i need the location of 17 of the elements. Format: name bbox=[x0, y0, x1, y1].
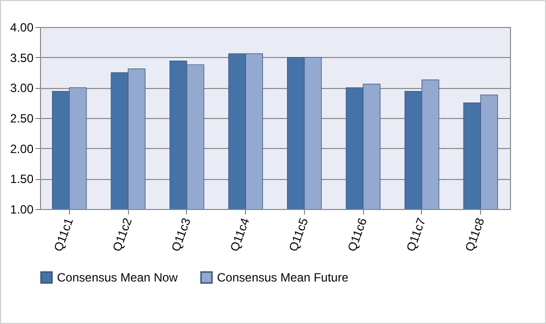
x-tick-label: Q11c8 bbox=[462, 216, 488, 254]
y-tick-label: 1.50 bbox=[10, 172, 34, 186]
x-tick-label: Q11c1 bbox=[51, 216, 76, 254]
legend-label: Consensus Mean Future bbox=[217, 270, 349, 285]
y-tick-label: 3.00 bbox=[10, 81, 34, 96]
x-tick-label: Q11c6 bbox=[344, 216, 370, 254]
legend-label: Consensus Mean Now bbox=[57, 270, 178, 285]
y-tick-label: 4.00 bbox=[10, 20, 34, 34]
x-tick-label: Q11c5 bbox=[286, 216, 312, 254]
y-tick-label: 2.50 bbox=[10, 112, 34, 126]
y-tick-label: 1.00 bbox=[10, 202, 34, 216]
x-tick-label: Q11c4 bbox=[227, 216, 252, 254]
x-tick-label: Q11c7 bbox=[404, 216, 429, 254]
y-tick-label: 2.00 bbox=[10, 142, 34, 156]
y-tick-label: 3.50 bbox=[10, 50, 34, 65]
x-tick-label: Q11c2 bbox=[110, 216, 135, 254]
x-tick-label: Q11c3 bbox=[168, 216, 194, 254]
